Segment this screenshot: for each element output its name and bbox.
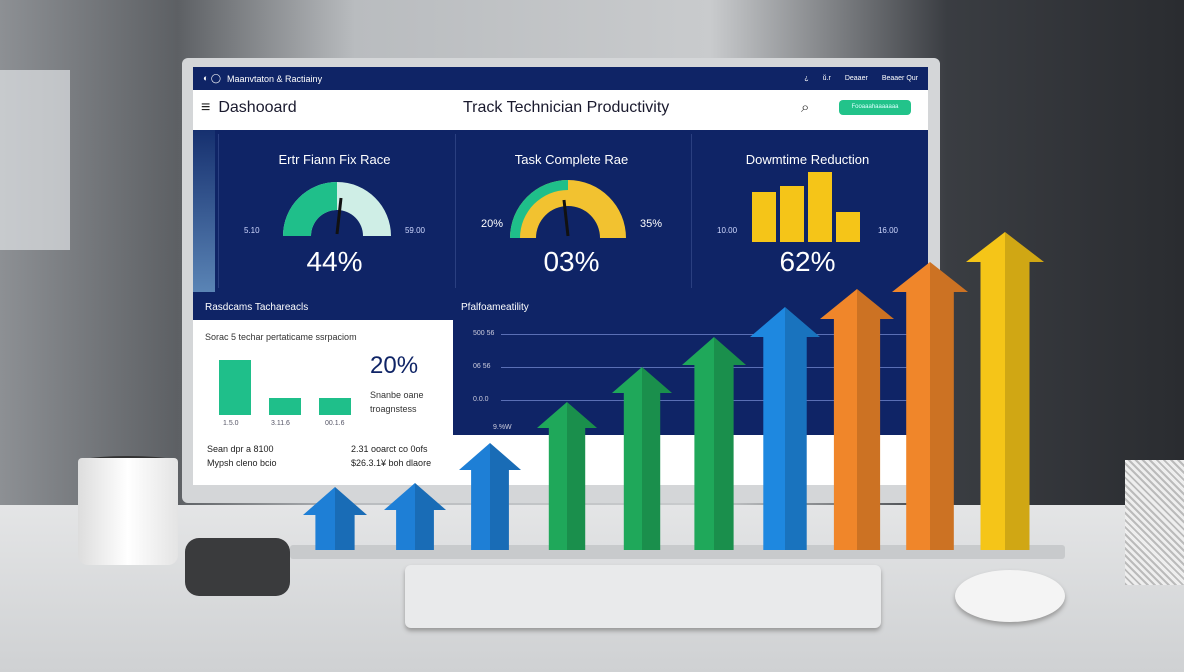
topbar-item[interactable]: Deaaer <box>844 75 868 82</box>
headphones <box>185 538 290 596</box>
kpi-card-fix-rate: Ertr Fiann Fix Race 5.10 59.00 44% <box>218 134 450 288</box>
gauge-min: 5.10 <box>244 226 260 235</box>
technician-panel: Sorac 5 techar pertaticame ssrpaciom 1.5… <box>193 320 453 485</box>
mouse <box>955 570 1065 622</box>
search-icon[interactable]: ⌕ <box>801 99 810 116</box>
growth-arrow <box>682 337 746 550</box>
page-title: Dashooard <box>218 98 297 116</box>
header: ≡ Dashooard Track Technician Productivit… <box>193 90 928 125</box>
topbar-item[interactable]: Beaaer Qur <box>881 75 918 82</box>
kpi-title: Task Complete Rae <box>514 152 629 167</box>
bar <box>780 186 804 242</box>
kpi-card-task-complete: Task Complete Rae 20% 35% 03% <box>455 134 687 288</box>
growth-arrow <box>966 232 1044 550</box>
stat-desc: troagnstess <box>370 404 417 414</box>
growth-arrow <box>820 289 894 550</box>
side-strip <box>193 130 215 292</box>
topbar-item[interactable]: ŭ.r <box>822 75 831 82</box>
kpi-value: 62% <box>779 246 836 277</box>
growth-arrow <box>459 443 521 550</box>
y-label: 9.%W <box>493 424 512 431</box>
section-title: Rasdcams Tachareacls <box>205 302 309 313</box>
section-header: Rasdcams Tachareacls Pfalfoameatility <box>193 292 928 320</box>
y-label: 500 56 <box>473 330 495 337</box>
keyboard <box>405 565 881 628</box>
coffee-cup <box>78 458 178 565</box>
kpi-title: Dowmtime Reduction <box>745 152 870 167</box>
axis-label: 16.00 <box>877 226 898 235</box>
gridline <box>501 334 928 335</box>
gauge <box>510 180 626 238</box>
kpi-value: 03% <box>543 246 600 277</box>
footer-text: 2.31 ooarct co 0ofs <box>351 444 428 454</box>
panel-subtitle: Sorac 5 techar pertaticame ssrpaciom <box>205 332 357 342</box>
growth-arrow <box>612 367 672 550</box>
footer-text: Sean dpr a 8100 <box>207 444 274 454</box>
footer-text: $26.3.1¥ boh dlaore <box>351 458 432 468</box>
growth-arrow <box>537 402 597 550</box>
y-label: 0.0.0 <box>473 396 489 403</box>
gauge <box>283 182 391 236</box>
action-button[interactable]: Fooaaahaaaaaaa <box>839 100 911 115</box>
section-title: Pfalfoameatility <box>461 302 529 313</box>
gauge-max: 59.00 <box>404 226 425 235</box>
growth-arrow <box>892 262 968 550</box>
growth-arrow <box>750 307 820 550</box>
pencil-cup <box>1125 460 1184 585</box>
growth-arrow <box>303 487 367 550</box>
app-title: Maanvtaton & Ractiainy <box>227 73 323 84</box>
footer-text: Mypsh cleno bcio <box>207 458 277 468</box>
bar-label: 00.1.6 <box>325 420 345 427</box>
bar <box>752 192 776 242</box>
logo-icon: ◐ ◯ <box>203 73 222 83</box>
y-label: 06 56 <box>473 363 491 370</box>
kpi-value: 44% <box>306 246 363 277</box>
gauge-max: 35% <box>639 218 662 230</box>
top-bar: ◐ ◯ Maanvtaton & Ractiainy ¿ ŭ.r Deaaer … <box>193 67 928 90</box>
bar <box>836 212 860 242</box>
bar-label: 1.5.0 <box>223 420 239 427</box>
bar <box>219 360 251 415</box>
stat-desc: Snanbe oane <box>370 390 424 400</box>
axis-label: 10.00 <box>717 226 738 235</box>
bar <box>319 398 351 415</box>
gauge-min: 20% <box>481 218 504 230</box>
topbar-item[interactable]: ¿ <box>804 75 809 82</box>
window <box>0 70 70 250</box>
dashboard-heading: Track Technician Productivity <box>463 98 670 116</box>
bar <box>808 172 832 242</box>
bar-label: 3.11.6 <box>271 420 290 427</box>
stat-value: 20% <box>370 352 419 379</box>
bar <box>269 398 301 415</box>
kpi-card-downtime: Dowmtime Reduction 10.00 16.00 62% <box>691 134 923 288</box>
kpi-row: Ertr Fiann Fix Race 5.10 59.00 44% Task … <box>193 130 928 292</box>
hamburger-icon[interactable]: ≡ <box>201 98 211 116</box>
kpi-title: Ertr Fiann Fix Race <box>278 152 391 167</box>
growth-arrow <box>384 483 446 550</box>
